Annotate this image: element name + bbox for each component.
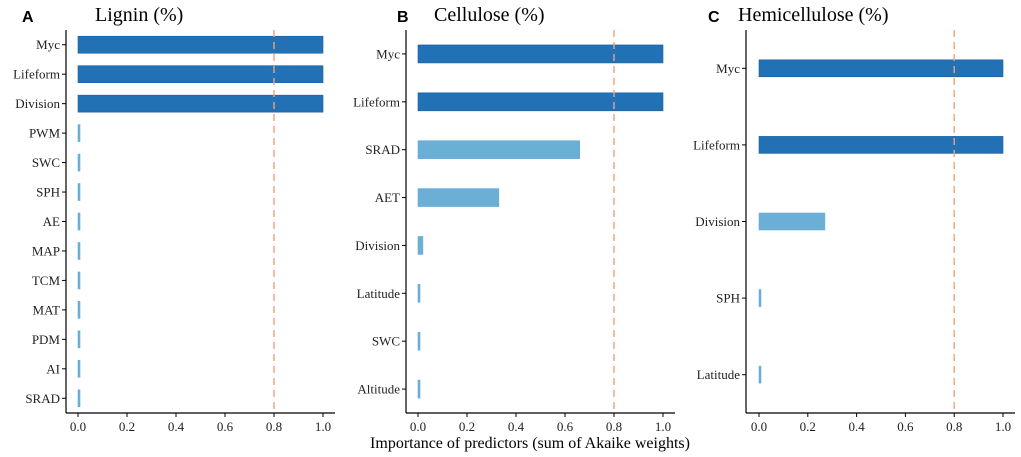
bar-myc: [758, 59, 1004, 78]
x-tick-label: 1.0: [655, 419, 671, 434]
bar-lifeform: [758, 136, 1004, 154]
bar-lifeform: [77, 65, 324, 83]
bar-latitude: [417, 284, 421, 303]
category-label: SPH: [716, 291, 740, 306]
bar-latitude: [758, 365, 762, 384]
bar-ai: [77, 360, 81, 378]
bar-aet: [417, 188, 500, 207]
bar-myc: [417, 44, 664, 64]
x-tick-label: 0.8: [606, 419, 622, 434]
bar-sph: [77, 183, 81, 201]
bar-ae: [77, 212, 81, 231]
category-label: Myc: [716, 61, 740, 76]
bar-srad: [77, 389, 81, 408]
bar-tcm: [77, 271, 81, 290]
x-tick-label: 0.8: [266, 419, 282, 434]
category-label: Lifeform: [13, 67, 60, 82]
category-label: Latitude: [697, 367, 741, 382]
category-label: MAT: [33, 302, 61, 317]
bar-lifeform: [417, 92, 664, 112]
panel-lignin: A Lignin (%) 0.0 0.2 0.4 0.6 0.8 1.0 Myc Lifefo…: [13, 4, 335, 434]
x-tick-label: 0.0: [751, 419, 767, 434]
bar-myc: [77, 35, 324, 54]
panel-letter: A: [22, 9, 34, 26]
bar-sph: [758, 289, 762, 307]
x-tick-label: 0.2: [119, 419, 135, 434]
category-label: Division: [355, 238, 400, 253]
x-tick-label: 0.6: [217, 419, 234, 434]
panel-cellulose: B Cellulose (%) 0.0 0.2 0.4 0.6 0.8 1.0 Myc Lif…: [353, 4, 675, 434]
x-tick-label: 0.6: [557, 419, 574, 434]
panel-title: Hemicellulose (%): [738, 4, 889, 26]
bar-swc: [77, 153, 81, 172]
x-tick-label: 0.4: [168, 419, 185, 434]
category-label: SWC: [372, 334, 400, 349]
category-label: Latitude: [357, 286, 401, 301]
x-tick-label: 0.0: [70, 419, 86, 434]
bar-pwm: [77, 124, 81, 142]
x-tick-label: 0.6: [897, 419, 914, 434]
x-tick-label: 0.0: [410, 419, 426, 434]
category-label: Myc: [376, 46, 400, 61]
panel-letter: C: [708, 9, 720, 26]
x-tick-label: 0.8: [946, 419, 962, 434]
panel-letter: B: [397, 9, 409, 26]
category-label: Division: [15, 96, 60, 111]
category-label: MAP: [32, 243, 60, 258]
bar-srad: [417, 140, 580, 159]
category-label: AE: [43, 214, 60, 229]
x-tick-label: 0.4: [848, 419, 865, 434]
category-label: Altitude: [357, 382, 400, 397]
x-axis-title: Importance of predictors (sum of Akaike …: [370, 435, 690, 452]
category-label: TCM: [32, 273, 61, 288]
bar-swc: [417, 331, 421, 351]
panel-hemicellulose: C Hemicellulose (%) 0.0 0.2 0.4 0.6 0.8 1.0 My…: [693, 4, 1015, 434]
x-tick-label: 0.4: [508, 419, 525, 434]
category-label: PWM: [29, 126, 61, 141]
category-label: SRAD: [25, 391, 60, 406]
category-label: AI: [46, 361, 60, 376]
x-tick-label: 1.0: [315, 419, 331, 434]
bar-division: [758, 212, 826, 231]
category-label: Myc: [36, 37, 60, 52]
x-tick-label: 1.0: [995, 419, 1011, 434]
bar-division: [77, 94, 324, 113]
panel-title: Lignin (%): [95, 4, 183, 26]
panel-title: Cellulose (%): [434, 4, 545, 26]
category-label: Lifeform: [353, 94, 400, 109]
bar-altitude: [417, 379, 421, 399]
bar-mat: [77, 301, 81, 319]
category-label: SWC: [32, 155, 60, 170]
x-tick-label: 0.2: [459, 419, 475, 434]
category-label: AET: [375, 190, 400, 205]
category-label: SRAD: [365, 142, 400, 157]
category-label: Division: [695, 214, 740, 229]
bar-map: [77, 242, 81, 260]
category-label: SPH: [36, 185, 60, 200]
bar-pdm: [77, 330, 81, 349]
category-label: PDM: [32, 332, 61, 347]
x-tick-label: 0.2: [800, 419, 816, 434]
category-label: Lifeform: [693, 137, 740, 152]
bar-division: [417, 236, 424, 255]
